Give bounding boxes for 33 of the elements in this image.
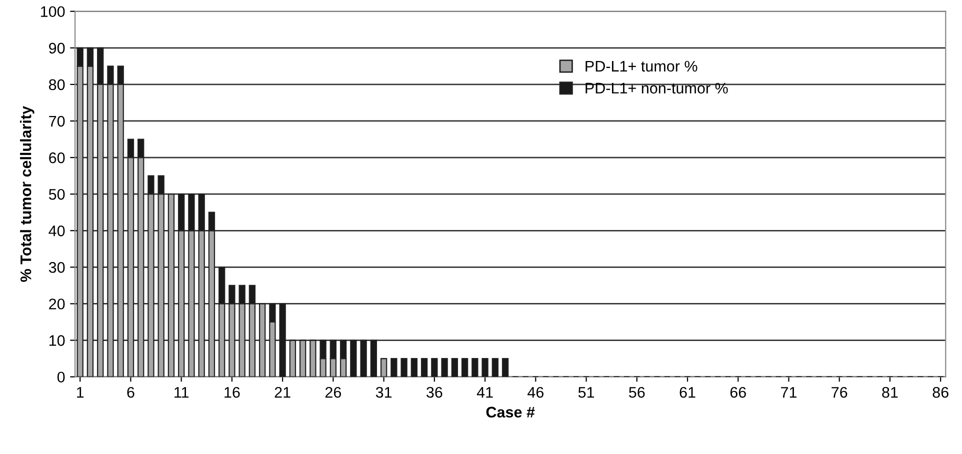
x-tick-label: 36 bbox=[426, 386, 442, 398]
x-tick-label: 86 bbox=[932, 386, 948, 398]
x-tick-label: 31 bbox=[376, 386, 392, 398]
x-tick-label: 66 bbox=[730, 386, 746, 398]
x-tick-label: 26 bbox=[325, 386, 342, 398]
y-tick-label: 100 bbox=[40, 6, 65, 18]
y-tick-label: 90 bbox=[49, 42, 65, 54]
x-tick-label: 61 bbox=[680, 386, 696, 398]
x-tick-label: 6 bbox=[127, 386, 134, 398]
y-tick-label: 10 bbox=[49, 335, 65, 346]
x-tick-label: 51 bbox=[578, 387, 594, 398]
y-tick-label: 40 bbox=[48, 226, 65, 236]
x-axis-title: Case # bbox=[486, 406, 535, 418]
x-tick-label: 16 bbox=[224, 386, 240, 398]
y-tick-label: 30 bbox=[48, 262, 65, 273]
x-tick-label: 41 bbox=[476, 387, 493, 398]
x-tick-label: 21 bbox=[274, 386, 290, 398]
y-tick-label: 70 bbox=[49, 116, 65, 127]
y-tick-label: 80 bbox=[48, 79, 65, 90]
legend-label: PD-L1+ tumor % bbox=[586, 60, 698, 72]
x-tick-label: 1 bbox=[77, 387, 84, 398]
x-tick-label: 46 bbox=[528, 386, 544, 398]
y-tick-label: 0 bbox=[57, 372, 65, 383]
y-tick-label: 50 bbox=[48, 188, 65, 200]
y-tick-label: 20 bbox=[49, 298, 65, 310]
x-tick-label: 81 bbox=[882, 386, 898, 398]
legend-label: PD-L1+ non-tumor % bbox=[586, 82, 728, 94]
x-tick-label: 76 bbox=[832, 386, 848, 398]
x-tick-label: 56 bbox=[629, 386, 645, 398]
y-axis-title: % Total tumor cellularity bbox=[20, 106, 34, 282]
y-tick-label: 60 bbox=[49, 152, 65, 164]
x-tick-label: 71 bbox=[781, 387, 796, 398]
x-tick-label: 11 bbox=[174, 387, 189, 398]
